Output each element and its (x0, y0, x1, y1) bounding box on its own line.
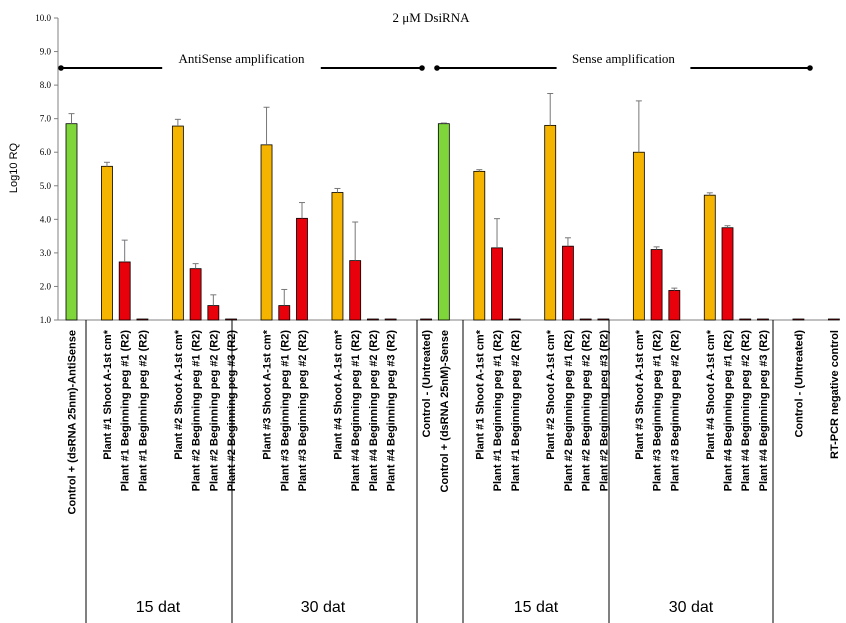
group-labels: 15 dat 30 dat 15 dat 30 dat (136, 599, 714, 616)
category-label: Control + (dsRNA 25nm)-AntiSense (67, 330, 79, 514)
bar (650, 249, 663, 321)
bar (597, 318, 610, 321)
y-tick-label: 9.0 (40, 47, 52, 57)
category-label: Plant #4 Beginning peg #1 (R2) (723, 330, 735, 492)
category-label: Plant #3 Beginning peg #2 (R2) (297, 330, 309, 492)
category-label: Plant #1 Shoot A-1st cm* (102, 329, 114, 460)
category-label: Plant #1 Beginning peg #2 (R2) (137, 330, 149, 492)
bar (579, 318, 592, 321)
y-tick-label: 4.0 (40, 214, 52, 224)
category-label: Plant #4 Beginning peg #2 (R2) (368, 330, 380, 492)
category-label: Plant #2 Beginning peg #1 (R2) (191, 330, 203, 492)
bar (189, 268, 202, 321)
bracket-dot (434, 65, 440, 71)
bar (544, 124, 557, 321)
chart-title: 2 μM DsiRNA (392, 10, 470, 25)
bar (278, 305, 291, 321)
bar (420, 318, 433, 321)
category-label: Plant #1 Shoot A-1st cm* (474, 329, 486, 460)
bar (171, 125, 184, 321)
bar (668, 290, 681, 321)
category-label: Plant #2 Beginning peg #2 (R2) (208, 330, 220, 492)
y-axis-label: Log10 RQ (8, 142, 20, 193)
bracket-dot (419, 65, 425, 71)
y-tick-label: 7.0 (40, 114, 52, 124)
y-tick-label: 5.0 (40, 181, 52, 191)
category-label: Plant #2 Beginning peg #1 (R2) (563, 330, 575, 492)
category-label: Control - (Untreated) (793, 330, 805, 438)
category-label: Plant #4 Beginning peg #2 (R2) (740, 330, 752, 492)
category-label: Plant #3 Beginning peg #1 (R2) (279, 330, 291, 492)
bar (260, 144, 273, 321)
bar (225, 318, 237, 321)
bar (437, 123, 450, 321)
y-tick-label: 1.0 (40, 315, 52, 325)
bracket-dot (58, 65, 64, 71)
category-label: Plant #3 Beginning peg #1 (R2) (652, 330, 664, 492)
group-label: 15 dat (136, 599, 181, 616)
bracket-dot (807, 65, 813, 71)
category-label: Plant #2 Shoot A-1st cm* (545, 329, 557, 460)
category-label: Plant #3 Shoot A-1st cm* (634, 329, 646, 460)
group-label: 30 dat (301, 599, 346, 616)
bar (632, 151, 645, 321)
category-label: Plant #3 Beginning peg #2 (R2) (669, 330, 681, 492)
bar (792, 318, 805, 321)
group-separators (85, 320, 774, 623)
bracket-label: AntiSense amplification (178, 51, 305, 66)
category-label: Control + (dsRNA 25nM)-Sense (439, 330, 451, 492)
category-label: Plant #2 Shoot A-1st cm* (173, 329, 185, 460)
bar (296, 217, 308, 321)
category-label: Plant #3 Shoot A-1st cm* (262, 329, 274, 460)
bar (101, 165, 113, 321)
category-label: Plant #4 Beginning peg #1 (R2) (350, 330, 362, 492)
bar (721, 227, 734, 321)
bracket-layer: AntiSense amplification Sense amplificati… (58, 51, 813, 71)
bar (65, 123, 78, 321)
category-label: Plant #1 Beginning peg #2 (R2) (510, 330, 522, 492)
group-label: 15 dat (514, 599, 559, 616)
bar (739, 318, 752, 321)
y-ticks: 1.0 2.0 3.0 4.0 5.0 6.0 7.0 8.0 9.0 10.0 (35, 13, 58, 325)
category-label: Plant #4 Shoot A-1st cm* (705, 329, 717, 460)
bar (757, 318, 769, 321)
bar (331, 192, 344, 321)
group-label: 30 dat (669, 599, 714, 616)
y-tick-label: 10.0 (35, 13, 51, 23)
bar (349, 260, 362, 321)
bracket-label: Sense amplification (572, 51, 675, 66)
category-label: Plant #1 Beginning peg #1 (R2) (492, 330, 504, 492)
category-label: Plant #4 Shoot A-1st cm* (332, 329, 344, 460)
y-tick-label: 3.0 (40, 248, 52, 258)
y-tick-label: 6.0 (40, 147, 52, 157)
category-label: Plant #1 Beginning peg #1 (R2) (120, 330, 132, 492)
bars-layer (65, 93, 840, 321)
category-label: Plant #2 Beginning peg #3 (R2) (598, 330, 610, 492)
category-labels: Control + (dsRNA 25nm)-AntiSense Plant #1… (67, 329, 841, 514)
bar (118, 261, 131, 321)
bar (827, 318, 840, 321)
category-label: RT-PCR negative control (829, 330, 841, 459)
bar (491, 247, 503, 321)
category-label: Plant #4 Beginning peg #3 (R2) (758, 330, 770, 492)
bar (703, 194, 716, 321)
y-tick-label: 2.0 (40, 281, 52, 291)
category-label: Plant #2 Beginning peg #2 (R2) (581, 330, 593, 492)
bar (384, 318, 397, 321)
category-label: Control - (Untreated) (421, 330, 433, 438)
bar (136, 318, 149, 321)
y-tick-label: 8.0 (40, 80, 52, 90)
bar (562, 245, 574, 321)
bar (508, 318, 521, 321)
bar (473, 170, 486, 321)
bar (207, 305, 220, 321)
category-label: Plant #4 Beginning peg #3 (R2) (386, 330, 398, 492)
bar (367, 318, 379, 321)
